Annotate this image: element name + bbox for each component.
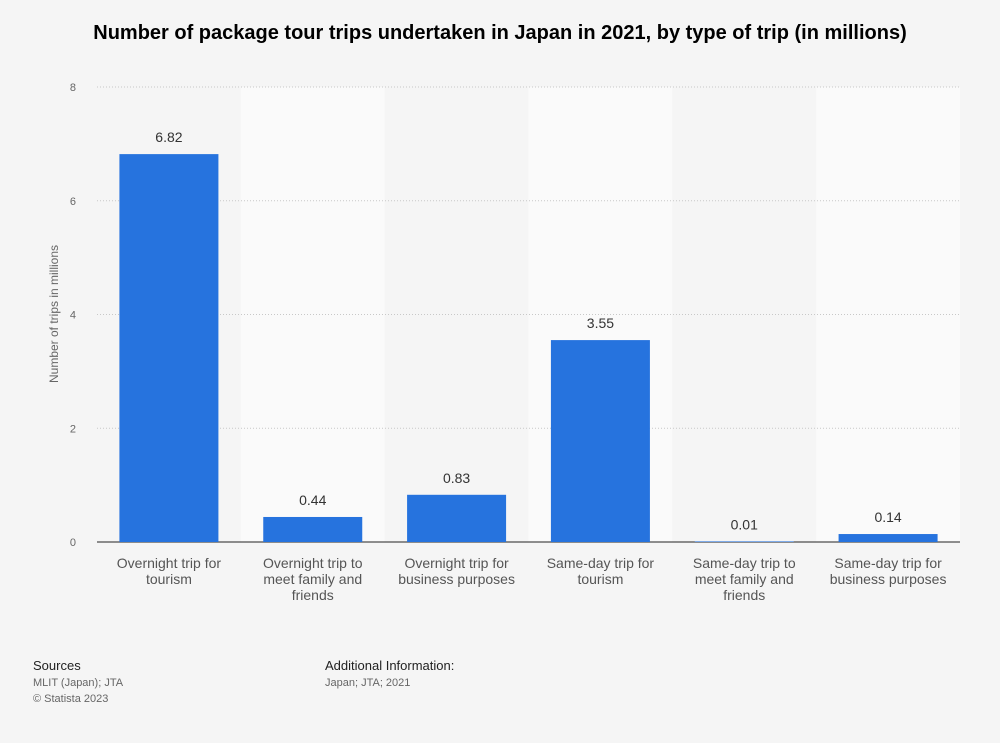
sources-heading: Sources [33, 658, 81, 673]
x-tick-label-line: tourism [577, 571, 623, 587]
gridlines [97, 86, 960, 543]
x-tick-label-line: meet family and [263, 571, 362, 587]
x-tick-label-line: business purposes [398, 571, 515, 587]
y-tick-label: 4 [70, 310, 76, 322]
chart-title: Number of package tour trips undertaken … [93, 22, 907, 44]
additional-info-text: Japan; JTA; 2021 [325, 677, 411, 689]
bar-1[interactable] [119, 154, 219, 543]
value-label: 0.44 [299, 492, 326, 508]
y-tick-label: 6 [70, 196, 76, 208]
bar-5[interactable] [694, 541, 794, 542]
sources-line-1: MLIT (Japan); JTA [33, 677, 124, 689]
x-tick-label: Overnight trip for tourism [117, 555, 222, 587]
x-tick-label-line: Overnight trip for [404, 555, 509, 571]
column-band-3 [384, 87, 529, 542]
x-tick-label-line: Overnight trip to [263, 555, 363, 571]
x-tick-label: Overnight trip for business purposes [398, 555, 515, 587]
y-tick-labels: 0 2 4 6 8 [70, 82, 76, 549]
x-tick-label-line: tourism [146, 571, 192, 587]
y-axis-label: Number of trips in millions [47, 245, 61, 383]
x-tick-label-line: friends [723, 587, 765, 603]
column-band-6 [816, 87, 960, 542]
x-tick-label: Same-day trip to meet family and friends [693, 555, 796, 603]
bar-3[interactable] [407, 494, 507, 542]
value-labels: 6.82 0.44 0.83 3.55 0.01 0.14 [155, 129, 902, 532]
x-tick-label-line: Same-day trip to [693, 555, 796, 571]
x-tick-label-line: Same-day trip for [834, 555, 942, 571]
x-tick-label: Overnight trip to meet family and friends [263, 555, 363, 603]
value-label: 0.83 [443, 470, 470, 486]
x-tick-label-line: friends [292, 587, 334, 603]
sources-line-2: © Statista 2023 [33, 693, 109, 705]
additional-info-heading: Additional Information: [325, 658, 455, 673]
bar-6[interactable] [838, 534, 938, 542]
x-tick-label-line: Same-day trip for [547, 555, 655, 571]
value-label: 0.14 [874, 509, 901, 525]
x-tick-label-line: business purposes [830, 571, 947, 587]
x-tick-label: Same-day trip for business purposes [830, 555, 947, 587]
column-band-5 [672, 87, 817, 542]
x-tick-label-line: meet family and [695, 571, 794, 587]
value-label: 3.55 [587, 315, 614, 331]
column-band-2 [240, 87, 385, 542]
y-tick-label: 8 [70, 82, 76, 94]
y-tick-label: 2 [70, 423, 76, 435]
bar-2[interactable] [263, 516, 363, 542]
bars [119, 154, 938, 543]
x-tick-label-line: Overnight trip for [117, 555, 222, 571]
y-tick-label: 0 [70, 537, 76, 549]
value-label: 6.82 [155, 129, 182, 145]
value-label: 0.01 [731, 516, 758, 532]
bar-4[interactable] [550, 340, 650, 542]
bar-chart: 6.82 0.44 0.83 3.55 0.01 0.14 0 2 4 6 8 Overnight… [47, 82, 960, 603]
x-tick-label: Same-day trip for tourism [547, 555, 655, 587]
